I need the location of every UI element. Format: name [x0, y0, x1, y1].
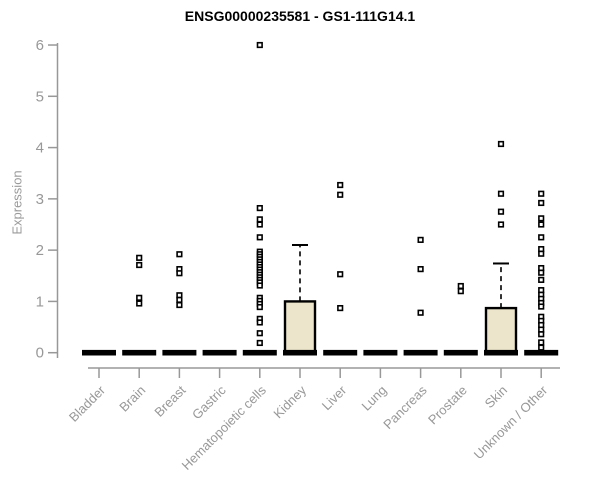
- x-tick-label: Bladder: [66, 382, 109, 425]
- y-tick-label: 6: [36, 37, 44, 54]
- outlier-point: [538, 250, 545, 257]
- x-tick-label: Lung: [358, 383, 389, 414]
- outlier-point: [256, 204, 263, 212]
- x-tick-label: Unknown / Other: [471, 382, 551, 462]
- y-tick-label: 5: [36, 88, 44, 105]
- outlier-point: [256, 234, 263, 241]
- outlier-point: [337, 191, 344, 198]
- outlier-point: [256, 216, 263, 223]
- outlier-point: [538, 234, 545, 241]
- zero-median-bar: [443, 349, 478, 356]
- zero-median-bar: [403, 349, 438, 356]
- zero-median-bar: [242, 349, 277, 356]
- y-tick-label: 0: [36, 345, 44, 362]
- outlier-point: [256, 330, 263, 337]
- zero-median-bar: [202, 349, 237, 356]
- outlier-point: [497, 208, 505, 215]
- x-tick-label: Pancreas: [380, 382, 430, 432]
- x-tick-label: Gastric: [189, 382, 229, 422]
- zero-median-bar: [122, 349, 157, 356]
- outlier-point: [457, 288, 464, 295]
- zero-median-bar: [162, 349, 197, 356]
- outlier-point: [136, 300, 143, 307]
- outlier-point: [457, 282, 464, 290]
- outlier-point: [497, 221, 505, 228]
- y-tick-label: 1: [36, 293, 44, 310]
- outlier-point: [256, 41, 263, 49]
- outlier-point: [256, 303, 263, 311]
- outlier-point: [538, 199, 545, 207]
- chart-title: ENSG00000235581 - GS1-111G14.1: [184, 8, 416, 24]
- x-tick-label: Brain: [116, 383, 148, 415]
- outlier-point: [538, 221, 545, 228]
- outlier-point: [538, 215, 545, 222]
- box: [484, 306, 518, 354]
- outlier-point: [256, 282, 263, 289]
- outlier-point: [176, 270, 183, 277]
- outlier-point: [337, 271, 344, 278]
- zero-median-bar: [524, 349, 559, 356]
- x-tick-label: Skin: [482, 383, 510, 411]
- outlier-point: [538, 276, 545, 283]
- outlier-point: [176, 251, 183, 258]
- x-tick-label: Liver: [319, 382, 350, 413]
- y-tick-label: 2: [36, 242, 44, 259]
- zero-median-bar: [82, 349, 116, 356]
- outlier-point: [136, 261, 143, 269]
- outlier-point: [176, 301, 183, 309]
- x-tick-label: Kidney: [270, 382, 309, 421]
- zero-median-bar: [484, 349, 518, 356]
- outlier-point: [176, 296, 183, 303]
- outlier-point: [538, 269, 545, 276]
- outlier-point: [538, 339, 545, 346]
- outlier-point: [136, 294, 143, 301]
- y-tick-label: 3: [36, 191, 44, 208]
- y-tick-label: 4: [36, 140, 44, 157]
- box: [283, 300, 317, 354]
- outlier-point: [337, 181, 344, 189]
- outlier-point: [417, 266, 424, 273]
- zero-median-bar: [283, 349, 317, 356]
- outlier-point: [256, 221, 263, 228]
- outlier-point: [417, 309, 424, 316]
- outlier-point: [256, 339, 263, 347]
- zero-median-bar: [363, 349, 398, 356]
- outlier-point: [538, 331, 545, 338]
- outlier-point: [497, 140, 505, 148]
- outlier-point: [136, 254, 143, 261]
- outlier-point: [538, 303, 545, 310]
- outlier-point: [538, 190, 545, 197]
- zero-median-bar: [323, 349, 358, 356]
- outlier-point: [417, 236, 424, 243]
- outlier-point: [337, 304, 344, 312]
- outlier-point: [256, 319, 263, 326]
- outlier-point: [538, 344, 545, 351]
- outlier-point: [497, 190, 505, 197]
- x-tick-label: Breast: [151, 382, 188, 419]
- x-tick-label: Prostate: [425, 383, 470, 428]
